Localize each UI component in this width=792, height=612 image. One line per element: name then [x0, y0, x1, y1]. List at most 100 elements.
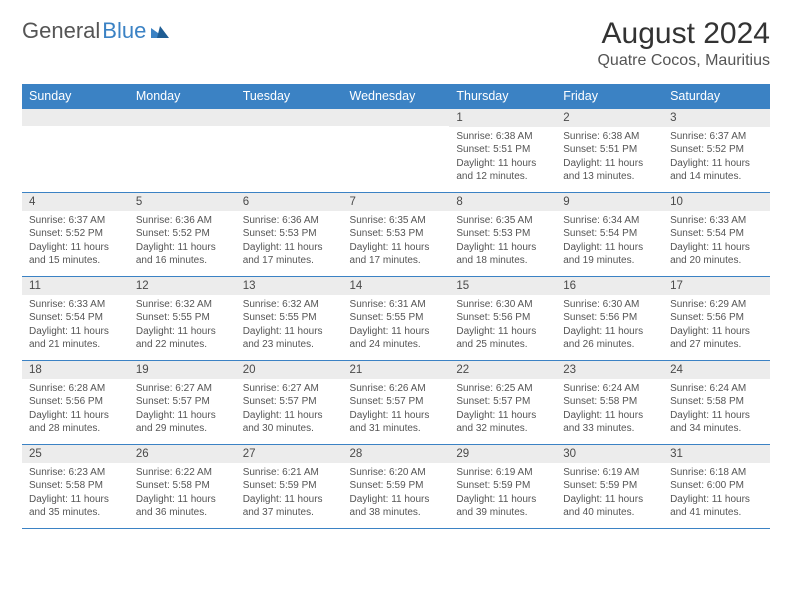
daylight1-line: Daylight: 11 hours — [563, 409, 656, 423]
location-subtitle: Quatre Cocos, Mauritius — [597, 52, 770, 70]
day-number: 25 — [22, 445, 129, 463]
day-details: Sunrise: 6:27 AMSunset: 5:57 PMDaylight:… — [236, 379, 343, 444]
brand-mark-icon — [151, 24, 169, 38]
day-details: Sunrise: 6:32 AMSunset: 5:55 PMDaylight:… — [236, 295, 343, 360]
sunrise-line: Sunrise: 6:30 AM — [456, 298, 549, 312]
daylight1-line: Daylight: 11 hours — [350, 241, 443, 255]
daylight1-line: Daylight: 11 hours — [29, 493, 122, 507]
sunrise-line: Sunrise: 6:28 AM — [29, 382, 122, 396]
brand-name-a: General — [22, 18, 100, 44]
sunset-line: Sunset: 5:59 PM — [243, 479, 336, 493]
page-header: GeneralBlue August 2024 Quatre Cocos, Ma… — [22, 18, 770, 70]
sunrise-line: Sunrise: 6:27 AM — [136, 382, 229, 396]
sunset-line: Sunset: 5:55 PM — [243, 311, 336, 325]
daylight2-line: and 20 minutes. — [670, 254, 763, 268]
sunset-line: Sunset: 5:51 PM — [456, 143, 549, 157]
daylight1-line: Daylight: 11 hours — [243, 493, 336, 507]
weekday-header: Sunday — [22, 84, 129, 109]
daylight2-line: and 39 minutes. — [456, 506, 549, 520]
daylight1-line: Daylight: 11 hours — [350, 409, 443, 423]
daylight2-line: and 31 minutes. — [350, 422, 443, 436]
day-details: Sunrise: 6:24 AMSunset: 5:58 PMDaylight:… — [556, 379, 663, 444]
sunrise-line: Sunrise: 6:35 AM — [350, 214, 443, 228]
daylight1-line: Daylight: 11 hours — [456, 325, 549, 339]
day-number — [236, 109, 343, 126]
day-details — [129, 126, 236, 184]
day-number: 22 — [449, 361, 556, 379]
brand-name-b: Blue — [102, 18, 146, 44]
day-details: Sunrise: 6:35 AMSunset: 5:53 PMDaylight:… — [343, 211, 450, 276]
calendar-cell: 5Sunrise: 6:36 AMSunset: 5:52 PMDaylight… — [129, 192, 236, 276]
calendar-cell: 22Sunrise: 6:25 AMSunset: 5:57 PMDayligh… — [449, 360, 556, 444]
daylight1-line: Daylight: 11 hours — [136, 493, 229, 507]
day-number: 24 — [663, 361, 770, 379]
sunrise-line: Sunrise: 6:35 AM — [456, 214, 549, 228]
calendar-cell: 21Sunrise: 6:26 AMSunset: 5:57 PMDayligh… — [343, 360, 450, 444]
daylight1-line: Daylight: 11 hours — [456, 157, 549, 171]
sunset-line: Sunset: 5:58 PM — [563, 395, 656, 409]
day-details: Sunrise: 6:28 AMSunset: 5:56 PMDaylight:… — [22, 379, 129, 444]
brand-logo: GeneralBlue — [22, 18, 169, 44]
daylight1-line: Daylight: 11 hours — [670, 241, 763, 255]
calendar-cell: 14Sunrise: 6:31 AMSunset: 5:55 PMDayligh… — [343, 276, 450, 360]
sunset-line: Sunset: 5:56 PM — [563, 311, 656, 325]
daylight2-line: and 12 minutes. — [456, 170, 549, 184]
calendar-cell: 23Sunrise: 6:24 AMSunset: 5:58 PMDayligh… — [556, 360, 663, 444]
day-number: 26 — [129, 445, 236, 463]
calendar-cell: 24Sunrise: 6:24 AMSunset: 5:58 PMDayligh… — [663, 360, 770, 444]
sunrise-line: Sunrise: 6:26 AM — [350, 382, 443, 396]
sunset-line: Sunset: 5:58 PM — [136, 479, 229, 493]
day-number: 5 — [129, 193, 236, 211]
sunrise-line: Sunrise: 6:24 AM — [670, 382, 763, 396]
daylight1-line: Daylight: 11 hours — [456, 241, 549, 255]
calendar-cell: 31Sunrise: 6:18 AMSunset: 6:00 PMDayligh… — [663, 444, 770, 528]
day-details: Sunrise: 6:38 AMSunset: 5:51 PMDaylight:… — [449, 127, 556, 192]
sunrise-line: Sunrise: 6:20 AM — [350, 466, 443, 480]
sunrise-line: Sunrise: 6:19 AM — [563, 466, 656, 480]
sunrise-line: Sunrise: 6:30 AM — [563, 298, 656, 312]
day-number: 29 — [449, 445, 556, 463]
daylight2-line: and 41 minutes. — [670, 506, 763, 520]
sunrise-line: Sunrise: 6:23 AM — [29, 466, 122, 480]
day-details: Sunrise: 6:30 AMSunset: 5:56 PMDaylight:… — [556, 295, 663, 360]
daylight2-line: and 25 minutes. — [456, 338, 549, 352]
sunrise-line: Sunrise: 6:37 AM — [29, 214, 122, 228]
calendar-cell: 28Sunrise: 6:20 AMSunset: 5:59 PMDayligh… — [343, 444, 450, 528]
day-details — [236, 126, 343, 184]
day-number: 1 — [449, 109, 556, 127]
sunset-line: Sunset: 6:00 PM — [670, 479, 763, 493]
day-details: Sunrise: 6:26 AMSunset: 5:57 PMDaylight:… — [343, 379, 450, 444]
calendar-cell: 25Sunrise: 6:23 AMSunset: 5:58 PMDayligh… — [22, 444, 129, 528]
day-details: Sunrise: 6:36 AMSunset: 5:53 PMDaylight:… — [236, 211, 343, 276]
daylight2-line: and 30 minutes. — [243, 422, 336, 436]
daylight2-line: and 26 minutes. — [563, 338, 656, 352]
weekday-header: Friday — [556, 84, 663, 109]
daylight1-line: Daylight: 11 hours — [136, 409, 229, 423]
day-details: Sunrise: 6:33 AMSunset: 5:54 PMDaylight:… — [663, 211, 770, 276]
day-number: 18 — [22, 361, 129, 379]
day-number: 31 — [663, 445, 770, 463]
daylight1-line: Daylight: 11 hours — [29, 325, 122, 339]
day-details: Sunrise: 6:29 AMSunset: 5:56 PMDaylight:… — [663, 295, 770, 360]
sunrise-line: Sunrise: 6:19 AM — [456, 466, 549, 480]
day-details: Sunrise: 6:33 AMSunset: 5:54 PMDaylight:… — [22, 295, 129, 360]
sunset-line: Sunset: 5:58 PM — [670, 395, 763, 409]
day-details: Sunrise: 6:38 AMSunset: 5:51 PMDaylight:… — [556, 127, 663, 192]
calendar-cell: 16Sunrise: 6:30 AMSunset: 5:56 PMDayligh… — [556, 276, 663, 360]
day-number — [129, 109, 236, 126]
daylight1-line: Daylight: 11 hours — [29, 241, 122, 255]
day-details: Sunrise: 6:20 AMSunset: 5:59 PMDaylight:… — [343, 463, 450, 528]
daylight2-line: and 40 minutes. — [563, 506, 656, 520]
daylight2-line: and 14 minutes. — [670, 170, 763, 184]
daylight2-line: and 18 minutes. — [456, 254, 549, 268]
day-number: 17 — [663, 277, 770, 295]
sunset-line: Sunset: 5:51 PM — [563, 143, 656, 157]
sunset-line: Sunset: 5:57 PM — [136, 395, 229, 409]
sunrise-line: Sunrise: 6:27 AM — [243, 382, 336, 396]
calendar-head: Sunday Monday Tuesday Wednesday Thursday… — [22, 84, 770, 109]
daylight1-line: Daylight: 11 hours — [563, 157, 656, 171]
daylight2-line: and 29 minutes. — [136, 422, 229, 436]
day-details: Sunrise: 6:24 AMSunset: 5:58 PMDaylight:… — [663, 379, 770, 444]
calendar-page: GeneralBlue August 2024 Quatre Cocos, Ma… — [0, 0, 792, 539]
day-details — [22, 126, 129, 184]
